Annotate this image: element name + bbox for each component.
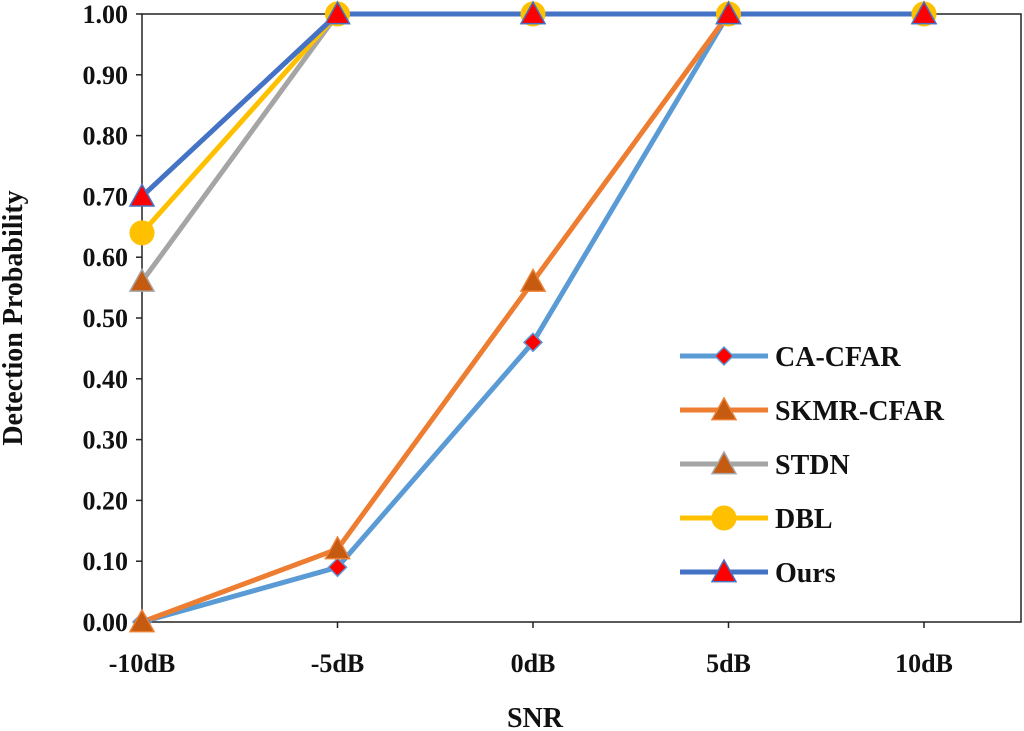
data-point-skmr-cfar [324,535,351,560]
y-tick-label: 0.60 [83,243,129,272]
data-point-ours [128,182,156,207]
legend-label: STDN [775,450,850,481]
data-point-ours [324,0,351,25]
x-axis-ticks: -10dB -5dB 0dB 5dB 10dB [109,622,953,678]
y-axis-title: Detection Probability [0,190,29,445]
legend-swatch-marker [711,505,737,531]
data-point-ca-cfar [522,332,544,353]
x-tick-label: 10dB [895,649,953,678]
data-point-ca-cfar [327,557,348,578]
y-tick-label: 1.00 [83,0,129,29]
x-axis-title: SNR [507,703,564,731]
legend-swatch-marker [710,450,738,475]
legend-label: Ours [775,558,836,589]
y-tick-label: 0.90 [83,61,129,90]
data-point-stdn [128,267,156,292]
data-point-skmr-cfar [128,608,156,633]
legend-label: CA-CFAR [775,342,901,373]
legend-label: SKMR-CFAR [775,396,945,427]
y-tick-label: 0.50 [83,304,129,333]
legend-swatch-marker [710,396,738,421]
data-point-dbl [129,220,155,246]
x-tick-label: -5dB [311,649,364,678]
y-tick-label: 0.10 [83,547,129,576]
legend-label: DBL [775,504,833,535]
y-tick-label: 0.20 [83,486,129,515]
series-markers [128,0,938,633]
legend-swatch-marker [713,345,735,367]
data-point-ours [519,0,547,25]
legend-swatch-marker [710,558,738,583]
data-point-ours [715,0,742,25]
data-point-ours [910,0,938,25]
x-tick-label: -10dB [109,649,175,678]
y-tick-label: 0.30 [83,426,129,455]
plot-area [141,13,1022,623]
x-tick-label: 5dB [706,649,751,678]
y-tick-label: 0.70 [83,182,129,211]
y-tick-label: 0.40 [83,365,129,394]
y-tick-label: 0.80 [83,122,129,151]
y-axis-ticks: 0.00 0.10 0.20 0.30 0.40 0.50 0.60 0.70 0.80 0.90… [83,0,142,637]
legend: CA-CFAR SKMR-CFAR STDN DBL Ours [680,342,945,589]
y-tick-label: 0.00 [83,608,129,637]
x-tick-label: 0dB [511,649,556,678]
data-point-skmr-cfar [519,267,547,292]
